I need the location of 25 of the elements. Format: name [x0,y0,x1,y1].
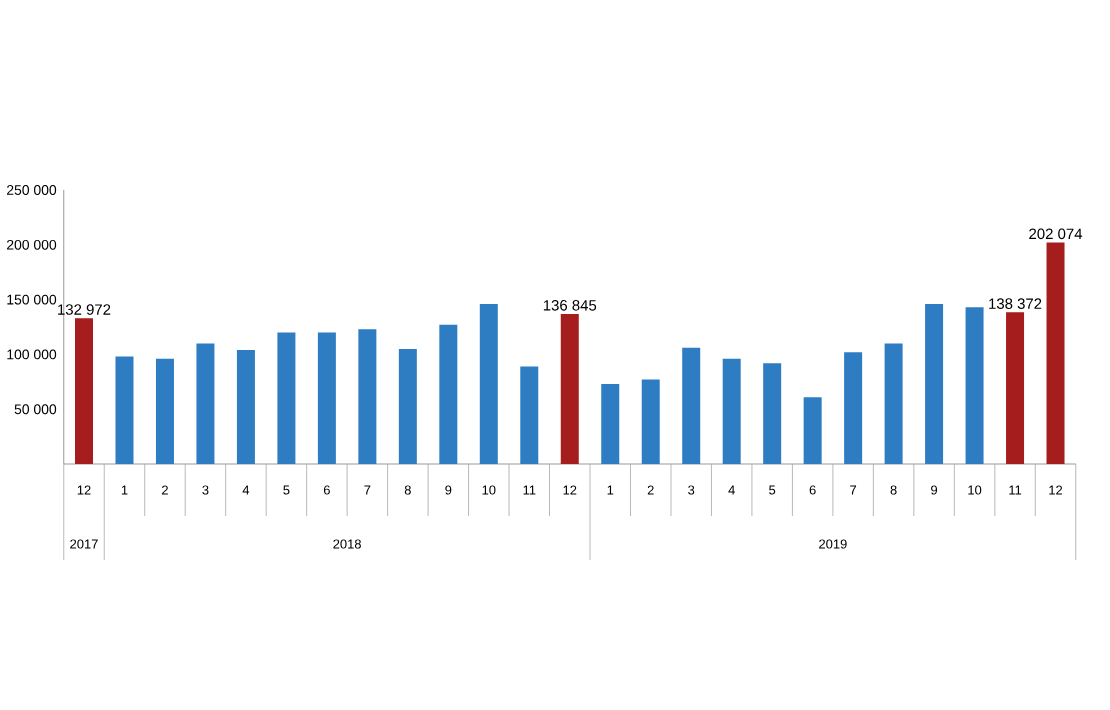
bar [925,303,944,464]
bar [479,303,498,464]
bar [1006,312,1025,464]
bar [844,352,863,464]
bar [439,324,458,464]
bar [682,347,701,464]
bar [75,318,93,464]
bar [641,379,660,464]
bar [115,356,134,464]
bar [155,358,174,464]
bar [965,307,984,464]
bar [520,366,539,464]
bar [763,363,782,464]
bar [398,348,417,464]
bar [358,329,377,464]
bar [196,343,215,464]
bar [236,350,255,464]
bar [803,397,822,464]
bar [560,314,579,464]
bar [277,332,296,464]
bar [722,358,741,464]
bar [601,383,620,464]
bar [1046,242,1065,464]
bar [884,343,903,464]
bar [317,332,336,464]
